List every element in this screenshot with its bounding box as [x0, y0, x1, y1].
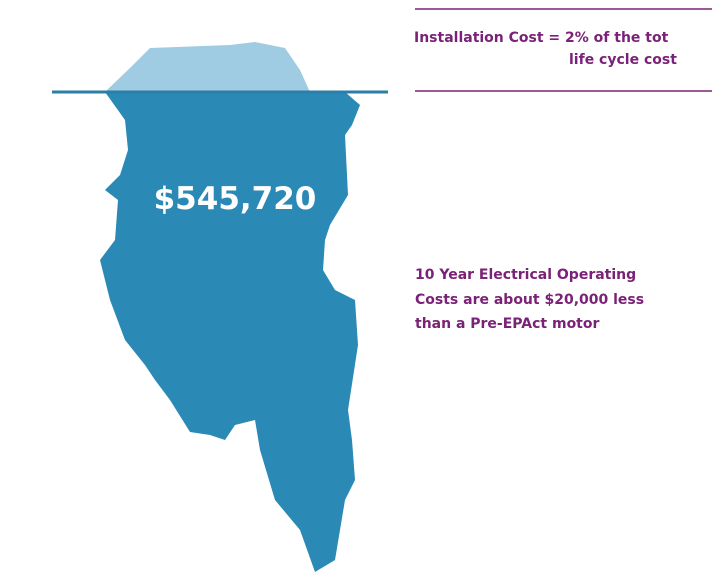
iceberg-tip — [105, 42, 310, 92]
iceberg-amount: $545,720 — [154, 181, 317, 217]
callout-text: Costs are about $20,000 less — [415, 292, 644, 308]
callout-text: life cycle cost — [569, 52, 677, 68]
callout-text: 10 Year Electrical Operating — [415, 267, 636, 283]
infographic: $545,720 Installation Cost = 2% of the t… — [0, 0, 712, 576]
callout-text: than a Pre-EPAct motor — [415, 316, 599, 332]
callout-text: Installation Cost = 2% of the tot — [414, 30, 669, 46]
iceberg-body — [100, 92, 360, 572]
